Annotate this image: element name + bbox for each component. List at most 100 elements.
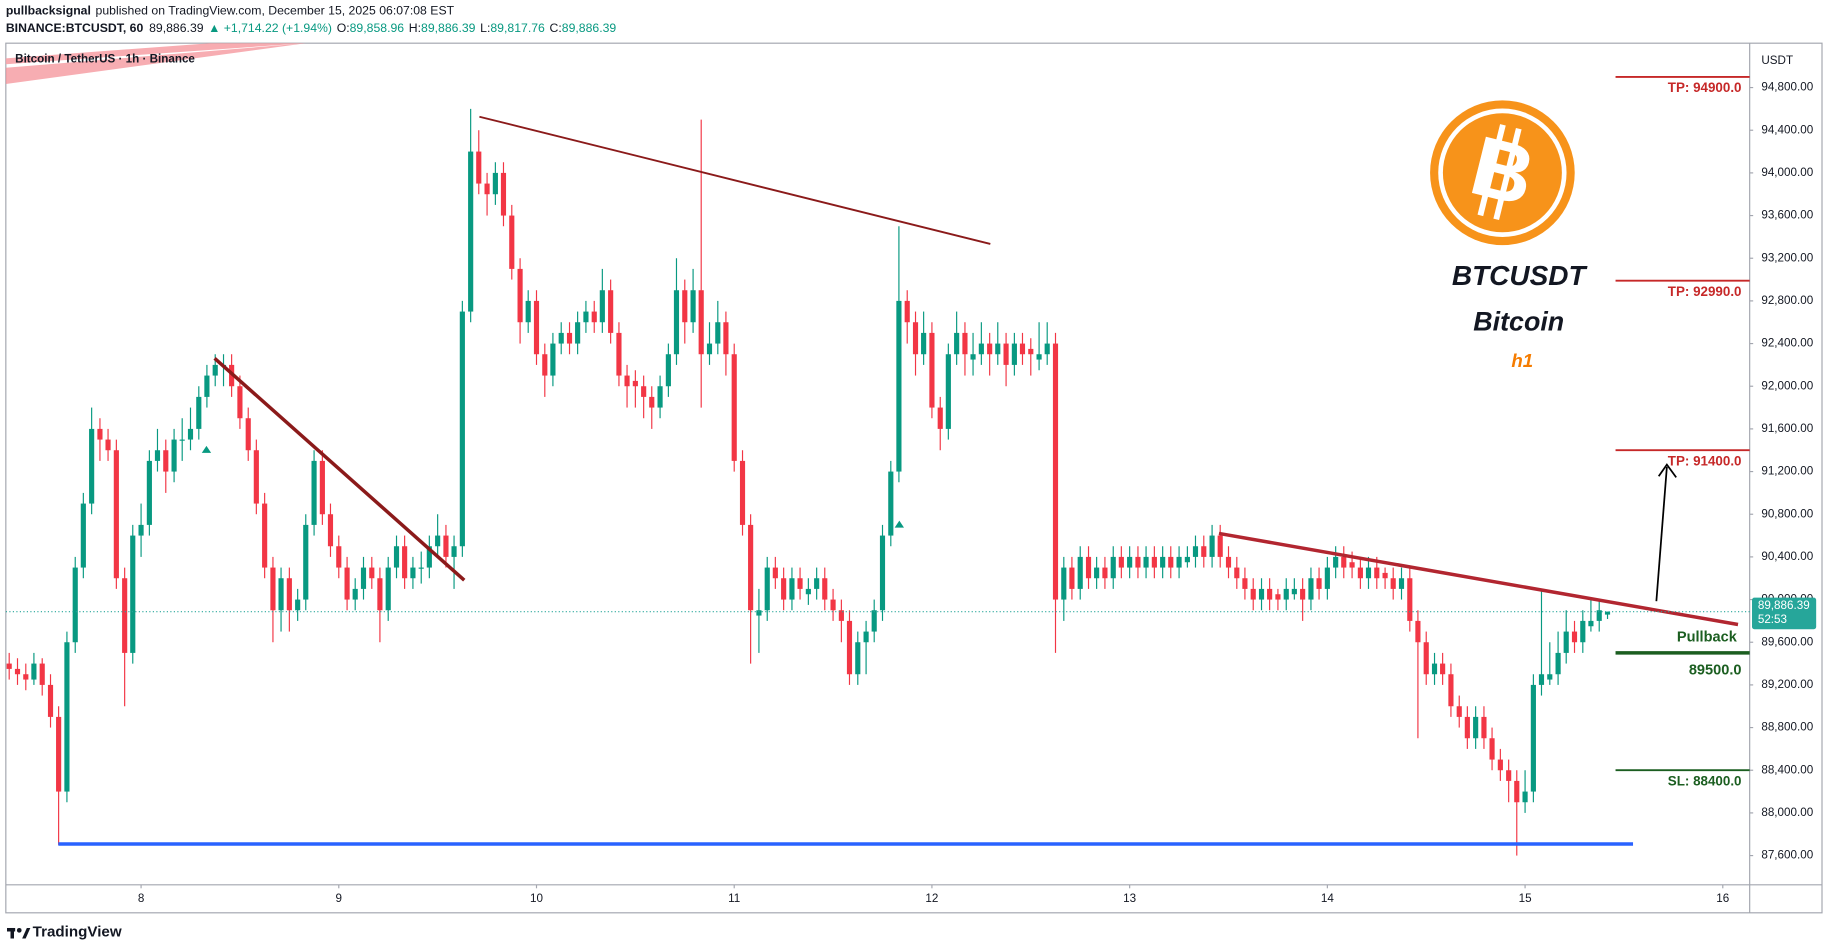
candle-body	[402, 546, 408, 579]
candle-body	[525, 300, 531, 323]
candle-body	[1160, 556, 1166, 568]
candle-body	[962, 332, 968, 355]
candle-body	[1407, 578, 1413, 621]
candle-body	[641, 386, 647, 397]
candle-body	[31, 663, 37, 680]
candle-body	[599, 290, 605, 323]
symbol: BINANCE:BTCUSDT, 60	[6, 21, 144, 35]
candles	[6, 108, 1611, 856]
candle-body	[476, 151, 482, 184]
candle-body	[459, 311, 465, 547]
candle-body	[1497, 759, 1503, 771]
candle-body	[1448, 674, 1454, 707]
candle-body	[1209, 535, 1215, 557]
candle-body	[517, 268, 523, 323]
candle-body	[1151, 556, 1157, 568]
candle-body	[1349, 562, 1355, 568]
candle-body	[855, 642, 861, 675]
x-tick-label: 16	[1716, 892, 1729, 905]
asset-name: Bitcoin	[1473, 306, 1564, 336]
candle-body	[789, 578, 795, 600]
candle-body	[1316, 578, 1322, 589]
candle-body	[904, 300, 910, 323]
candle-body	[154, 450, 161, 461]
timeframe: h1	[1511, 350, 1533, 371]
candle-body	[1522, 791, 1528, 803]
candle-body	[80, 503, 86, 568]
candle-body	[146, 460, 152, 525]
y-tick-label: 88,000.00	[1761, 806, 1813, 819]
y-tick-label: 91,600.00	[1761, 422, 1813, 435]
candle-body	[1580, 620, 1586, 643]
candle-body	[723, 322, 729, 355]
candle-body	[649, 396, 655, 408]
candle-body	[1061, 567, 1067, 600]
signal-marker	[894, 520, 905, 528]
published: published on TradingView.com, December 1…	[96, 4, 455, 18]
x-tick-label: 8	[138, 892, 144, 905]
candle-body	[1588, 620, 1594, 627]
candle-body	[929, 332, 935, 408]
bitcoin-logo: B	[1430, 100, 1575, 246]
ohlc-label: C:	[550, 21, 562, 35]
candle-body	[1127, 556, 1133, 568]
candle-body	[204, 375, 210, 397]
candle-body	[896, 300, 902, 472]
candle-body	[1538, 674, 1545, 685]
ohlc-value: 89,886.39	[562, 21, 617, 35]
candle-body	[1184, 556, 1190, 563]
y-tick-label: 90,800.00	[1761, 507, 1813, 520]
candle-body	[352, 588, 358, 600]
candle-body	[509, 215, 515, 269]
candle-body	[1324, 567, 1330, 589]
candle-body	[1596, 610, 1602, 621]
candle-body	[1085, 556, 1092, 579]
x-tick-label: 13	[1123, 892, 1136, 905]
symbol-line: BINANCE:BTCUSDT, 60 89,886.39 ▲ +1,714.22 …	[6, 21, 617, 35]
y-tick-label: 92,800.00	[1761, 294, 1813, 307]
candle-body	[764, 567, 770, 611]
candle-body	[492, 172, 498, 195]
candle-body	[47, 684, 54, 717]
ohlc-label: L:	[480, 21, 490, 35]
candle-body	[542, 354, 548, 376]
candle-body	[1267, 588, 1273, 600]
publish-line: pullbacksignal published on TradingView.c…	[6, 4, 455, 18]
candle-body	[468, 151, 474, 312]
candle-body	[1382, 572, 1388, 579]
trend-line	[1218, 531, 1739, 627]
candle-body	[698, 290, 704, 355]
candle-body	[344, 567, 350, 600]
candle-body	[72, 567, 78, 643]
candle-body	[295, 599, 301, 611]
candle-body	[1077, 556, 1083, 589]
candle-body	[212, 364, 218, 376]
countdown: 52:53	[1758, 613, 1787, 626]
x-tick-label: 11	[728, 892, 740, 905]
candle-body	[327, 514, 334, 547]
candle-body	[1168, 556, 1174, 568]
candle-body	[14, 668, 21, 675]
candle-body	[1110, 556, 1116, 579]
pair-band	[5, 43, 306, 85]
candle-body	[1390, 578, 1396, 589]
candle-body	[1308, 578, 1314, 600]
logo-part	[10, 927, 14, 939]
y-tick-label: 92,000.00	[1761, 379, 1813, 392]
candle-body	[171, 439, 177, 472]
candle-body	[921, 332, 927, 355]
y-tick-label: 94,000.00	[1761, 166, 1813, 179]
candle-body	[1464, 716, 1470, 739]
candle-body	[583, 311, 589, 323]
level-label: TP: 92990.0	[1668, 284, 1742, 299]
candle-body	[1201, 546, 1207, 557]
candle-body	[1357, 567, 1363, 579]
candle-body	[1555, 652, 1561, 675]
candle-body	[97, 428, 103, 440]
candle-body	[64, 642, 70, 792]
level-label: SL: 88400.0	[1668, 773, 1742, 788]
x-tick-label: 12	[925, 892, 938, 905]
last-price-box	[1752, 597, 1817, 630]
